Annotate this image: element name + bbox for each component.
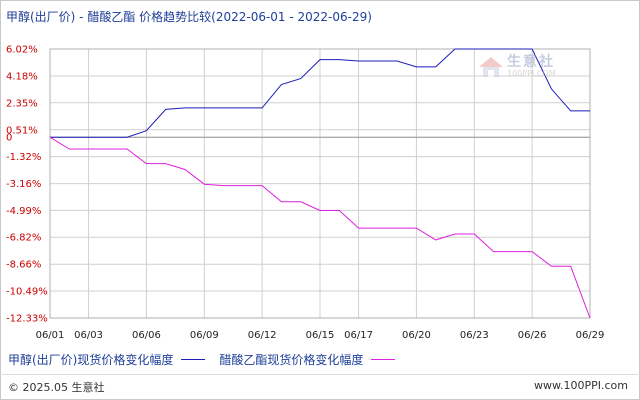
y-tick-label: 4.18% <box>6 71 38 82</box>
x-tick-label: 06/06 <box>132 330 161 341</box>
y-tick-label: -3.16% <box>6 179 41 190</box>
x-tick-label: 06/20 <box>402 330 431 341</box>
series-line-ethyl-acetate <box>49 136 591 319</box>
footer: © 2025.05 生意社 www.100PPI.com <box>0 374 640 399</box>
y-tick-labels: 6.02% 4.18% 2.35% 0.51%0 -1.32% -3.16% -4.99% -… <box>6 45 48 325</box>
legend-item-ethyl-acetate: 醋酸乙酯现货价格变化幅度 <box>219 351 396 368</box>
x-tick-label: 06/26 <box>518 330 547 341</box>
y-tick-label: 0 <box>6 133 12 144</box>
watermark-name: 生意社 <box>507 54 555 70</box>
x-tick-label: 06/23 <box>460 330 489 341</box>
series-layer <box>49 48 591 319</box>
x-tick-label: 06/29 <box>576 330 605 341</box>
y-tick-label: 2.35% <box>6 98 38 109</box>
x-tick-label: 06/01 <box>36 330 65 341</box>
grid <box>49 48 591 319</box>
legend-line-methanol <box>181 358 206 360</box>
legend-line-ethyl-acetate <box>371 358 396 360</box>
watermark-url: 100PPI.COM <box>507 69 556 78</box>
y-tick-label: 0.51% <box>6 125 38 136</box>
site-link[interactable]: www.100PPI.com <box>534 379 628 392</box>
series-line-methanol <box>50 48 590 138</box>
copyright-text: © 2025.05 生意社 <box>8 381 105 394</box>
plot-area-border <box>49 48 591 319</box>
x-tick-label: 06/12 <box>248 330 277 341</box>
house-logo-icon <box>479 56 503 77</box>
legend-label-methanol: 甲醇(出厂价)现货价格变化幅度 <box>8 352 174 367</box>
y-tick-label: -6.82% <box>6 233 41 244</box>
x-tick-labels: 06/01 06/03 06/06 06/09 06/12 06/15 06/17 06/20… <box>36 330 605 341</box>
y-tick-label: -4.99% <box>6 206 41 217</box>
x-tick-label: 06/09 <box>190 330 219 341</box>
legend-label-ethyl-acetate: 醋酸乙酯现货价格变化幅度 <box>219 352 364 367</box>
legend-item-methanol: 甲醇(出厂价)现货价格变化幅度 <box>8 351 206 368</box>
chart-title: 甲醇(出厂价) - 醋酸乙酯 价格趋势比较(2022-06-01 - 2022-… <box>6 10 372 24</box>
legend: 甲醇(出厂价)现货价格变化幅度 醋酸乙酯现货价格变化幅度 <box>8 351 409 367</box>
x-tick-label: 06/03 <box>74 330 103 341</box>
y-tick-label: -1.32% <box>6 152 41 163</box>
x-tick-label: 06/17 <box>344 330 373 341</box>
y-tick-label: -8.66% <box>6 260 41 271</box>
x-tick-label: 06/15 <box>306 330 335 341</box>
watermark-logo: 生意社 100PPI.COM <box>478 55 556 78</box>
y-tick-label: 6.02% <box>6 45 38 56</box>
axes <box>49 48 591 319</box>
y-tick-label: -10.49% <box>6 287 48 298</box>
y-tick-label: -12.33% <box>6 314 48 325</box>
